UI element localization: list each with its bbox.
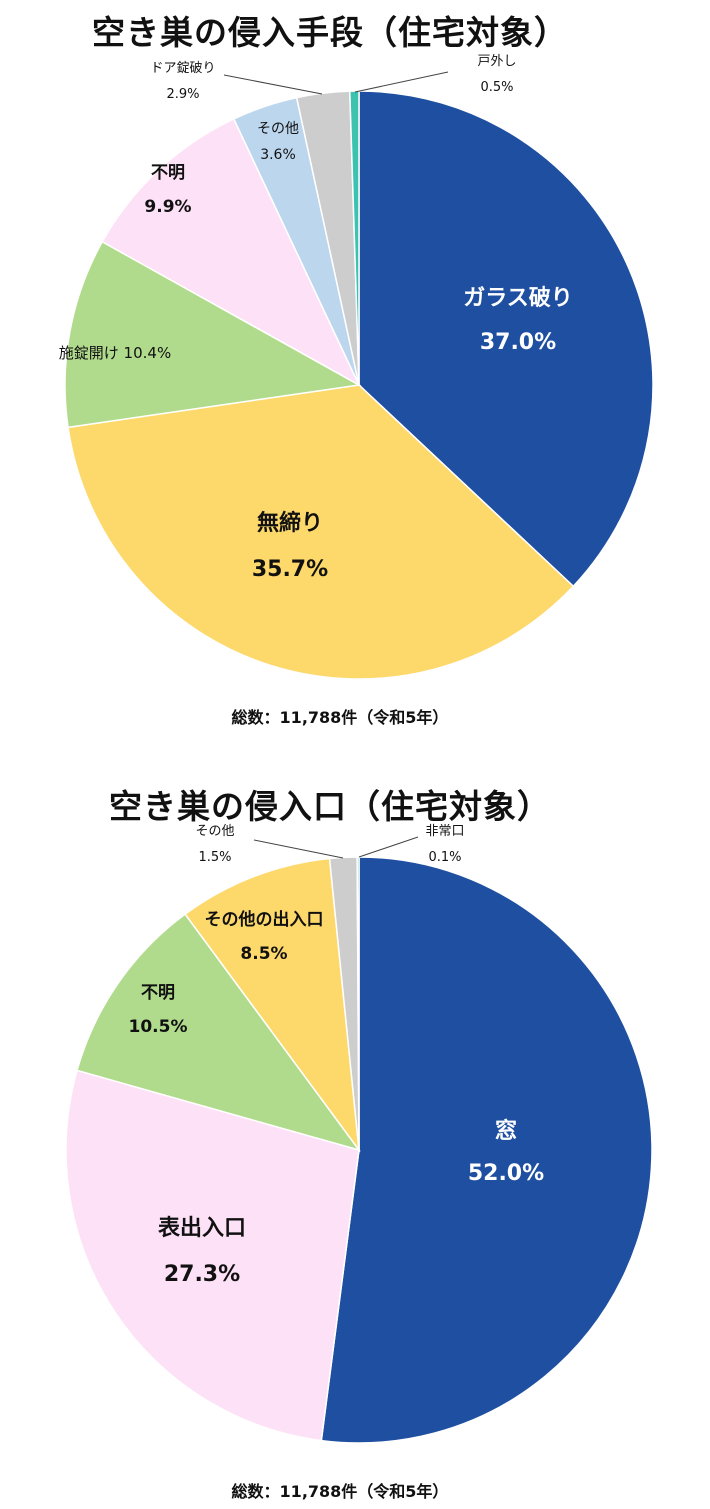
slice-value-label: 37.0%: [480, 330, 556, 355]
pie-slice: [65, 1069, 360, 1442]
slice-category-label: 不明: [151, 163, 185, 183]
chart-title: 空き巣の侵入口（住宅対象）: [109, 787, 551, 826]
slice-value-label: 8.5%: [240, 944, 287, 964]
slice-value-label: 2.9%: [166, 87, 199, 102]
pie-slice: [358, 90, 654, 588]
slice-category-label: 非常口: [425, 824, 464, 839]
slice-labels: ガラス破り 37.0% 無締り 35.7% 施錠開け 10.4% 不明 9.9% その他 3.6…: [59, 54, 573, 582]
slice-value-label: 35.7%: [252, 557, 328, 582]
pie-slices: [65, 856, 653, 1444]
slice-category-label: 戸外し: [477, 54, 516, 69]
slice-value-label: 0.1%: [428, 850, 461, 865]
total-note: 総数：11,788件（令和5年）: [231, 1482, 449, 1501]
slice-label: 施錠開け 10.4%: [59, 344, 171, 362]
slice-value-label: 0.5%: [480, 80, 513, 95]
leader-line: [223, 74, 323, 95]
leader-line: [253, 839, 344, 859]
slice-value-label: 10.5%: [129, 1017, 188, 1037]
slice-category-label: その他: [195, 824, 234, 839]
pie-slices: [64, 90, 654, 680]
pie-chart-entry-point: 窓 52.0% 表出入口 27.3% 不明 10.5% その他の出入口 8.5% その他 1.5%…: [65, 824, 653, 1444]
slice-value-label: 9.9%: [144, 197, 191, 217]
pie-slice: [184, 857, 361, 1153]
slice-category-label: その他: [257, 121, 299, 137]
chart-title: 空き巣の侵入手段（住宅対象）: [92, 13, 568, 52]
slice-labels: 窓 52.0% 表出入口 27.3% 不明 10.5% その他の出入口 8.5% その他 1.5%…: [129, 824, 545, 1287]
slice-value-label: 27.3%: [164, 1262, 240, 1287]
slice-category-label: 窓: [495, 1118, 517, 1144]
chart-entry-point: 空き巣の侵入口（住宅対象） 窓 52.0% 表出入口 27.3% 不明 10.5% その他の…: [0, 760, 710, 1509]
slice-value-label: 1.5%: [198, 850, 231, 865]
slice-category-label: ガラス破り: [463, 285, 573, 311]
leader-line: [354, 71, 449, 93]
slice-category-label: 表出入口: [158, 1216, 246, 1241]
pie-slice: [320, 856, 653, 1444]
slice-value-label: 52.0%: [468, 1161, 544, 1186]
total-note: 総数：11,788件（令和5年）: [231, 708, 449, 727]
slice-category-label: ドア錠破り: [150, 61, 215, 76]
slice-category-label: その他の出入口: [205, 909, 324, 930]
slice-category-label: 不明: [141, 983, 175, 1003]
pie-slice: [356, 856, 360, 1151]
leader-line: [358, 836, 419, 858]
pie-slice: [101, 117, 361, 387]
slice-value-label: 3.6%: [260, 147, 296, 163]
pie-chart-entry-method: ガラス破り 37.0% 無締り 35.7% 施錠開け 10.4% 不明 9.9% その他 3.6…: [59, 54, 654, 680]
pie-slice: [64, 240, 362, 429]
pie-slice: [67, 384, 575, 680]
pie-slice: [76, 913, 361, 1152]
slice-category-label: 無締り: [257, 510, 323, 536]
chart-entry-method: 空き巣の侵入手段（住宅対象） ガラス破り 37.0% 無締り 35.7% 施錠開け 10…: [0, 0, 710, 740]
